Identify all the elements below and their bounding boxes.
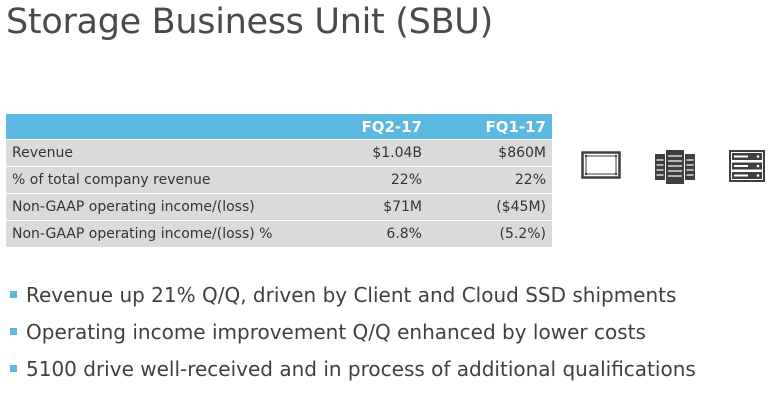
bullet-square-icon bbox=[10, 328, 17, 335]
cell-fq1-17: (5.2%) bbox=[428, 220, 552, 247]
table-header-row: FQ2-17 FQ1-17 bbox=[6, 114, 552, 140]
list-item: 5100 drive well-received and in process … bbox=[10, 356, 696, 382]
cell-fq1-17: 22% bbox=[428, 166, 552, 194]
storage-array-icon bbox=[729, 150, 765, 182]
cell-fq1-17: ($45M) bbox=[428, 193, 552, 221]
cell-fq2-17: $1.04B bbox=[304, 139, 428, 167]
slide-title: Storage Business Unit (SBU) bbox=[6, 2, 493, 42]
bullet-text: Operating income improvement Q/Q enhance… bbox=[26, 320, 646, 344]
list-item: Operating income improvement Q/Q enhance… bbox=[10, 319, 696, 345]
table-row: % of total company revenue 22% 22% bbox=[6, 166, 552, 194]
table-row: Revenue $1.04B $860M bbox=[6, 139, 552, 167]
product-icons bbox=[581, 150, 765, 184]
financial-table: FQ2-17 FQ1-17 Revenue $1.04B $860M % of … bbox=[6, 114, 552, 247]
row-label: Revenue bbox=[6, 139, 304, 167]
bullet-list: Revenue up 21% Q/Q, driven by Client and… bbox=[10, 282, 696, 393]
header-fq2-17: FQ2-17 bbox=[304, 114, 428, 140]
row-label: % of total company revenue bbox=[6, 166, 304, 194]
table-row: Non-GAAP operating income/(loss) % 6.8% … bbox=[6, 220, 552, 247]
bullet-text: 5100 drive well-received and in process … bbox=[26, 357, 696, 381]
server-rack-icon bbox=[655, 150, 695, 184]
cell-fq2-17: 6.8% bbox=[304, 220, 428, 247]
header-metric bbox=[6, 114, 304, 140]
row-label: Non-GAAP operating income/(loss) % bbox=[6, 220, 304, 247]
bullet-square-icon bbox=[10, 365, 17, 372]
ssd-drive-icon bbox=[581, 151, 621, 179]
table-row: Non-GAAP operating income/(loss) $71M ($… bbox=[6, 193, 552, 221]
cell-fq1-17: $860M bbox=[428, 139, 552, 167]
bullet-text: Revenue up 21% Q/Q, driven by Client and… bbox=[26, 283, 677, 307]
row-label: Non-GAAP operating income/(loss) bbox=[6, 193, 304, 221]
cell-fq2-17: $71M bbox=[304, 193, 428, 221]
bullet-square-icon bbox=[10, 291, 17, 298]
header-fq1-17: FQ1-17 bbox=[428, 114, 552, 140]
cell-fq2-17: 22% bbox=[304, 166, 428, 194]
list-item: Revenue up 21% Q/Q, driven by Client and… bbox=[10, 282, 696, 308]
